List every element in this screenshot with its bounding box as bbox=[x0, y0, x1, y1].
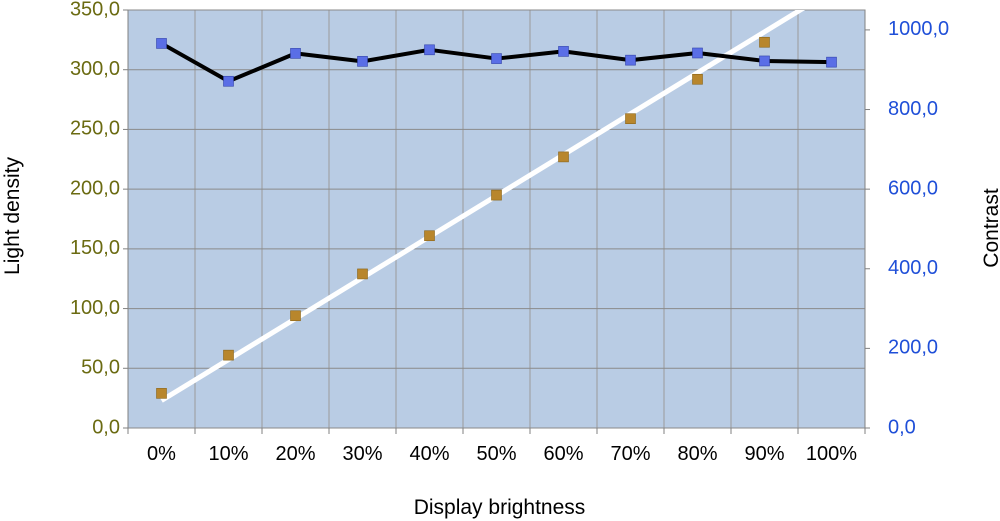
series-2-point bbox=[692, 47, 703, 59]
tick-label-x: 60% bbox=[543, 443, 583, 465]
series-2-point bbox=[625, 54, 636, 66]
series-1-point bbox=[558, 151, 569, 163]
tick-label-x: 90% bbox=[744, 443, 784, 465]
series-2-point bbox=[290, 48, 301, 59]
tick-label-x: 100% bbox=[806, 443, 857, 465]
series-2-point bbox=[558, 46, 569, 57]
series-1-point bbox=[156, 388, 167, 399]
series-2-point bbox=[759, 55, 770, 67]
series-1-point bbox=[759, 36, 770, 48]
tick-label-x: 50% bbox=[476, 443, 516, 465]
series-1-point bbox=[223, 349, 234, 361]
series-1-point bbox=[491, 189, 502, 201]
series-2-point bbox=[156, 38, 167, 49]
series-1-point bbox=[424, 230, 435, 242]
plot-area bbox=[127, 9, 866, 429]
tick-label-x: 10% bbox=[208, 443, 248, 465]
tick-label-left: 100,0 bbox=[70, 297, 120, 319]
series-2-point bbox=[424, 44, 435, 56]
left-axis-title: Light density bbox=[1, 157, 24, 275]
tick-label-x: 30% bbox=[342, 443, 382, 465]
series-1-point bbox=[692, 73, 703, 85]
tick-label-right: 0,0 bbox=[888, 416, 916, 438]
tick-label-x: 80% bbox=[677, 443, 717, 465]
tick-label-left: 250,0 bbox=[70, 118, 120, 140]
x-axis-title: Display brightness bbox=[414, 496, 586, 519]
tick-label-right: 200,0 bbox=[888, 337, 938, 359]
tick-label-left: 200,0 bbox=[70, 177, 120, 199]
tick-label-x: 70% bbox=[610, 443, 650, 465]
series-1-point bbox=[827, 0, 837, 8]
horizontal-gridlines bbox=[128, 9, 865, 429]
x-axis-ticks: 0% 10% 20% 30% 40% 50% 60% 70% 80% 90% 100% bbox=[127, 428, 866, 465]
series-2-point bbox=[357, 56, 368, 67]
series-2-point bbox=[826, 56, 837, 68]
tick-label-x: 20% bbox=[275, 443, 315, 465]
tick-label-left: 50,0 bbox=[81, 357, 120, 379]
right-axis-ticks: 0,0 200,0 400,0 600,0 800,0 1000,0 bbox=[865, 18, 949, 438]
tick-label-x: 0% bbox=[147, 443, 176, 465]
tick-label-x: 40% bbox=[409, 443, 449, 465]
tick-label-right: 600,0 bbox=[888, 177, 938, 199]
right-axis-title: Contrast bbox=[980, 188, 1000, 268]
tick-label-left: 0,0 bbox=[92, 416, 120, 438]
tick-label-right: 800,0 bbox=[888, 98, 938, 120]
tick-label-left: 350,0 bbox=[70, 0, 120, 20]
tick-label-right: 1000,0 bbox=[888, 18, 949, 40]
series-1-point bbox=[290, 310, 301, 322]
series-2-point bbox=[223, 75, 234, 87]
series-2-point bbox=[491, 53, 502, 64]
series-1-point bbox=[625, 113, 636, 124]
tick-label-left: 150,0 bbox=[70, 237, 120, 259]
left-axis-ticks: 0,0 50,0 100,0 150,0 200,0 250,0 300,0 350,0 bbox=[70, 0, 128, 438]
tick-label-left: 300,0 bbox=[70, 58, 120, 80]
tick-label-right: 400,0 bbox=[888, 257, 938, 279]
series-1-point bbox=[357, 268, 368, 280]
series-layer bbox=[156, 0, 837, 403]
